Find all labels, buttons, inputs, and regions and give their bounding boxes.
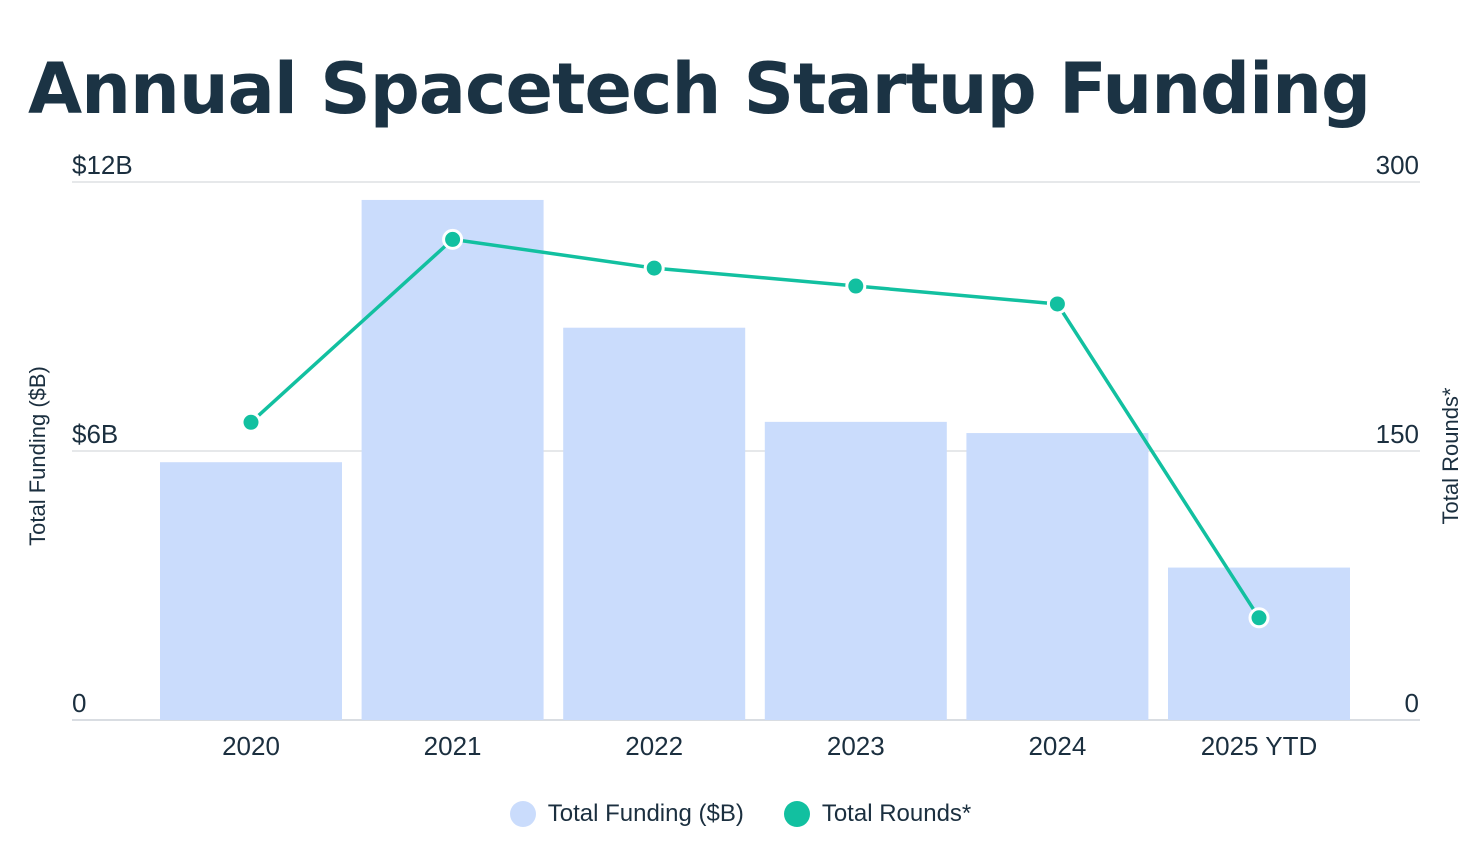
x-tick-label: 2020	[222, 731, 280, 761]
bar-2020[interactable]	[160, 462, 342, 720]
rounds-point-2024[interactable]	[1046, 293, 1068, 315]
right-tick-label: 150	[1376, 419, 1419, 449]
bar-2021[interactable]	[361, 199, 544, 720]
rounds-point-2020[interactable]	[240, 411, 262, 433]
bar-2023[interactable]	[764, 421, 947, 720]
left-axis-ticks: 0 $6B $12B	[72, 150, 133, 718]
bar-2022[interactable]	[563, 327, 746, 720]
legend-item-funding[interactable]: Total Funding ($B)	[509, 800, 744, 828]
x-axis-ticks: 2020 2021 2022 2023 2024 2025 YTD	[222, 731, 1317, 761]
bar-2024[interactable]	[966, 433, 1149, 720]
left-tick-label: $12B	[72, 150, 133, 180]
line-series	[240, 228, 1270, 629]
rounds-point-2021[interactable]	[442, 228, 464, 250]
legend-item-rounds[interactable]: Total Rounds*	[783, 800, 972, 828]
bar-2025-ytd[interactable]	[1168, 567, 1350, 720]
x-tick-label: 2025 YTD	[1201, 731, 1318, 761]
rounds-point-2023[interactable]	[845, 275, 867, 297]
legend: Total Funding ($B) Total Rounds*	[0, 800, 1481, 828]
x-tick-label: 2022	[625, 731, 683, 761]
x-tick-label: 2021	[424, 731, 482, 761]
legend-label-rounds: Total Rounds*	[821, 800, 972, 827]
right-tick-label: 0	[1405, 688, 1419, 718]
right-axis-ticks: 0 150 300	[1376, 150, 1419, 718]
left-axis-title: Total Funding ($B)	[25, 366, 50, 546]
right-axis-title: Total Rounds*	[1438, 387, 1463, 524]
bars	[160, 199, 1350, 720]
chart-title: Annual Spacetech Startup Funding	[28, 48, 1371, 130]
x-tick-label: 2023	[827, 731, 885, 761]
legend-swatch-funding	[509, 801, 536, 827]
legend-swatch-rounds	[783, 801, 810, 827]
x-tick-label: 2024	[1028, 731, 1086, 761]
rounds-point-2025-ytd[interactable]	[1248, 607, 1270, 629]
left-tick-label: 0	[72, 688, 86, 718]
legend-label-funding: Total Funding ($B)	[547, 800, 744, 827]
rounds-point-2022[interactable]	[643, 257, 665, 279]
rounds-line	[249, 237, 1261, 619]
right-tick-label: 300	[1376, 150, 1419, 180]
left-tick-label: $6B	[72, 419, 118, 449]
